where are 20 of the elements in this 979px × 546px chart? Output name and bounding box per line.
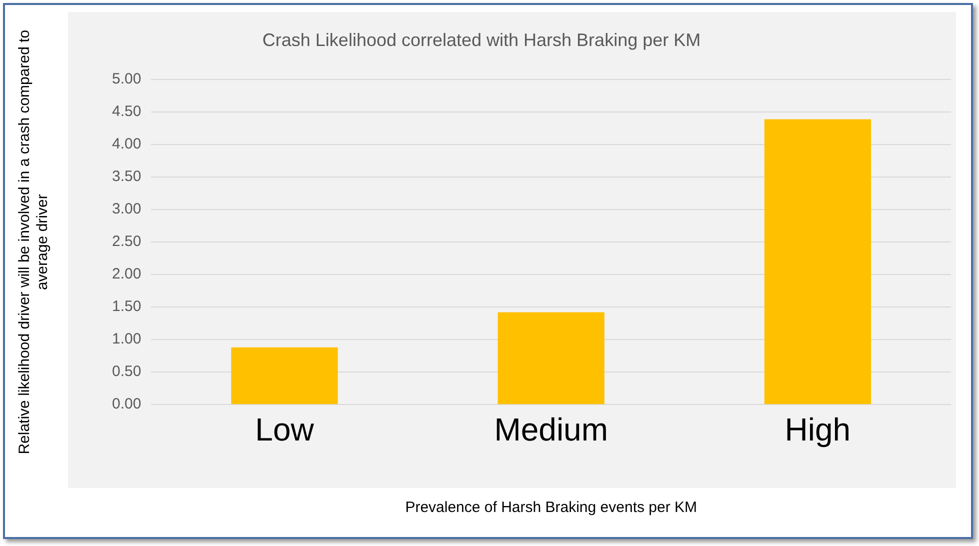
y-tick-label: 5.00: [112, 70, 142, 88]
bar: [498, 312, 604, 404]
y-axis-title: Relative likelihood driver will be involved in a crash compared to average driver: [16, 30, 52, 454]
bar: [764, 119, 872, 404]
x-tick-label: Medium: [494, 412, 608, 448]
y-tick-label: 4.50: [112, 103, 142, 120]
x-tick-label: Low: [255, 412, 315, 448]
y-tick-label: 4.00: [112, 136, 142, 153]
y-tick-label: 2.50: [112, 233, 142, 250]
y-tick-label: 3.50: [112, 168, 142, 186]
y-tick-label: 1.50: [112, 298, 142, 316]
x-tick-label: High: [784, 412, 851, 448]
bar: [231, 347, 338, 404]
y-tick-label: 0.50: [112, 363, 142, 380]
y-tick-label: 2.00: [112, 266, 142, 283]
x-axis-title: Prevalence of Harsh Braking events per KM: [405, 499, 698, 516]
chart-title: Crash Likelihood correlated with Harsh Braking per KM: [262, 30, 701, 50]
y-tick-label: 1.00: [112, 330, 142, 348]
y-tick-label: 0.00: [112, 396, 142, 413]
y-tick-label: 3.00: [112, 200, 142, 218]
